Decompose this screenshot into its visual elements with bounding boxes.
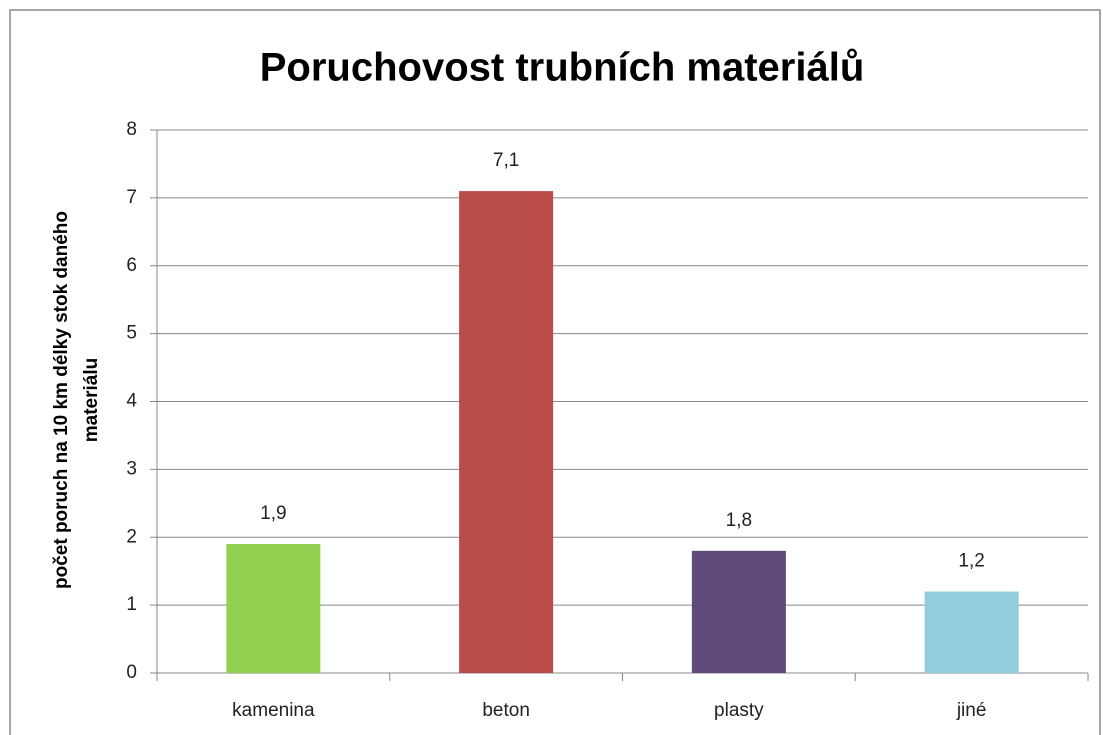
y-tick-label: 4 xyxy=(126,391,137,412)
chart-title: Poruchovost trubních materiálů xyxy=(260,46,865,90)
y-tick-label: 3 xyxy=(126,458,137,479)
y-tick-label: 8 xyxy=(126,119,137,140)
bar xyxy=(459,191,554,673)
data-label: 1,2 xyxy=(958,551,984,572)
x-tick-label: jiné xyxy=(956,700,987,721)
y-tick-label: 2 xyxy=(126,526,137,547)
bar xyxy=(226,544,321,673)
y-tick-label: 1 xyxy=(126,594,137,615)
data-label: 1,8 xyxy=(726,510,752,531)
data-label: 7,1 xyxy=(493,150,519,171)
x-tick-label: kamenina xyxy=(232,700,315,721)
bar xyxy=(691,550,786,673)
chart-border xyxy=(9,9,1101,735)
y-tick-label: 5 xyxy=(126,323,137,344)
y-axis-label: materiálu xyxy=(81,358,102,442)
y-axis-label: počet poruch na 10 km délky stok daného xyxy=(51,211,72,589)
data-label: 1,9 xyxy=(260,503,286,524)
y-tick-label: 6 xyxy=(126,255,137,276)
y-tick-label: 0 xyxy=(126,662,137,683)
x-tick-label: beton xyxy=(482,700,530,721)
x-tick-label: plasty xyxy=(714,700,764,721)
y-tick-label: 7 xyxy=(126,187,137,208)
bar xyxy=(924,591,1019,673)
